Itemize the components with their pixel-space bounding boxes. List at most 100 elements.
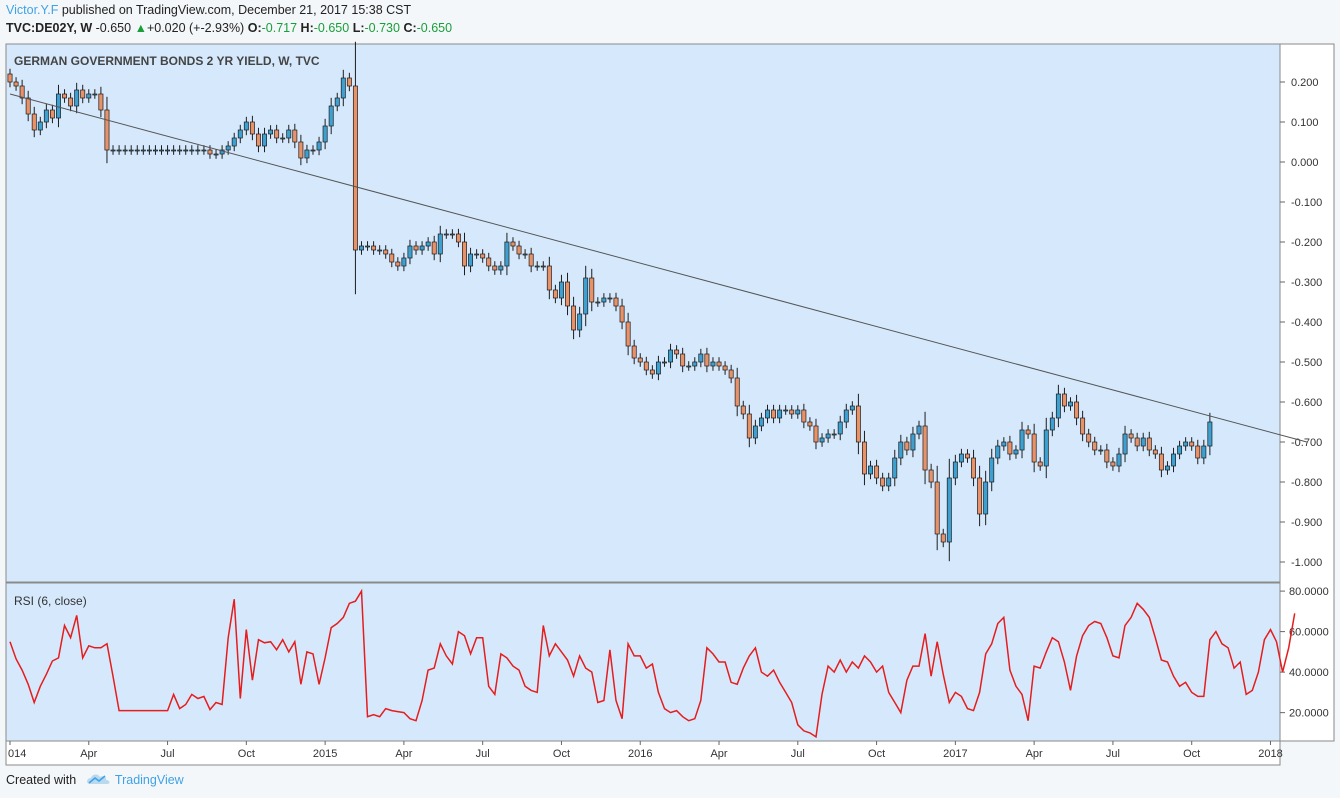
time-tick-label: Apr (1026, 748, 1043, 760)
price-tick-label: 0.100 (1291, 117, 1319, 129)
candle-body (886, 477, 892, 487)
last-price: -0.650 (95, 21, 132, 35)
candle-body (625, 321, 631, 347)
candle-body (765, 409, 770, 419)
candle-body (1019, 429, 1025, 451)
price-tick-label: -0.500 (1291, 357, 1322, 369)
author-link[interactable]: Victor.Y.F (6, 3, 59, 17)
candle-body (183, 149, 189, 152)
candle-body (849, 405, 855, 411)
time-tick-label: Oct (238, 748, 255, 760)
time-tick-label: Jul (161, 748, 175, 760)
trend-line[interactable] (9, 93, 1307, 443)
candle-body (577, 313, 583, 331)
candle-body (1061, 393, 1067, 407)
candle-body (134, 149, 140, 152)
candle-body (437, 233, 443, 255)
candle-body (68, 97, 74, 107)
candle-body (462, 241, 467, 267)
price-axis[interactable] (1279, 43, 1335, 742)
candle-body (334, 97, 340, 107)
time-tick-label: 2015 (313, 748, 337, 760)
candle-body (443, 233, 449, 236)
footer: Created with TradingView (6, 772, 184, 787)
candle-body (177, 149, 183, 152)
candle-body (474, 253, 480, 256)
candle-body (898, 441, 904, 459)
candle-body (413, 245, 419, 251)
candle-body (892, 457, 898, 479)
candle-body (231, 137, 237, 147)
candle-body (619, 305, 625, 323)
candle-body (86, 93, 92, 99)
candle-body (56, 93, 61, 119)
time-tick-label: 014 (8, 748, 26, 760)
candle-body (468, 253, 474, 267)
candle-body (431, 241, 437, 255)
price-pane-title: GERMAN GOVERNMENT BONDS 2 YR YIELD, W, T… (14, 54, 320, 68)
candle-body (1043, 429, 1049, 467)
candle-body (534, 265, 540, 268)
candle-body (498, 265, 504, 271)
candle-body (922, 425, 928, 471)
candle-body (904, 441, 910, 451)
time-tick-label: 2018 (1258, 748, 1282, 760)
candle-body (480, 253, 486, 259)
candle-body (1128, 433, 1134, 439)
candle-body (1122, 433, 1128, 455)
candle-body (862, 441, 867, 475)
price-tick-label: -0.400 (1291, 317, 1322, 329)
price-tick-label: -0.800 (1291, 477, 1322, 489)
candle-body (1049, 417, 1055, 431)
publish-info: Victor.Y.F published on TradingView.com,… (6, 3, 411, 17)
candle-body (304, 149, 310, 159)
candle-body (855, 405, 861, 443)
candle-body (1074, 401, 1080, 419)
candle-body (928, 469, 934, 483)
candle-body (1001, 441, 1007, 447)
candle-body (971, 457, 976, 479)
candle-body (698, 353, 704, 363)
candle-body (189, 149, 195, 152)
candle-body (74, 89, 80, 107)
time-tick-label: Oct (553, 748, 570, 760)
candle-body (789, 409, 795, 415)
candle-body (868, 465, 873, 475)
candle-body (662, 361, 667, 364)
candle-body (995, 445, 1001, 459)
candle-body (262, 133, 267, 147)
candle-body (686, 365, 692, 368)
candle-body (243, 121, 249, 131)
published-text: published on TradingView.com, December 2… (61, 3, 412, 17)
candle-body (1134, 437, 1140, 447)
candle-body (771, 409, 777, 419)
candle-body (1152, 449, 1158, 455)
candle-body (165, 149, 171, 152)
candle-body (510, 241, 516, 247)
tradingview-brand-link[interactable]: TradingView (114, 773, 184, 787)
candle-body (1146, 437, 1152, 451)
time-tick-label: Oct (1183, 748, 1200, 760)
candle-body (795, 409, 801, 415)
candle-body (328, 105, 334, 127)
candle-body (346, 77, 352, 87)
candle-body (316, 141, 322, 151)
candle-body (831, 433, 837, 436)
price-pane-background[interactable] (5, 43, 1281, 583)
candle-body (1080, 417, 1086, 435)
candle-body (268, 129, 274, 135)
rsi-tick-label: 60.0000 (1289, 627, 1329, 639)
candle-body (286, 129, 292, 139)
candle-body (249, 121, 255, 135)
candle-body (140, 149, 146, 152)
candle-body (977, 477, 983, 515)
rsi-pane-title: RSI (6, close) (14, 594, 87, 608)
candle-body (1140, 437, 1146, 447)
candle-body (758, 417, 764, 427)
candle-body (825, 433, 831, 439)
candle-body (1201, 445, 1207, 459)
candle-body (680, 353, 686, 367)
candle-body (1104, 449, 1110, 463)
time-axis[interactable] (5, 740, 1281, 766)
